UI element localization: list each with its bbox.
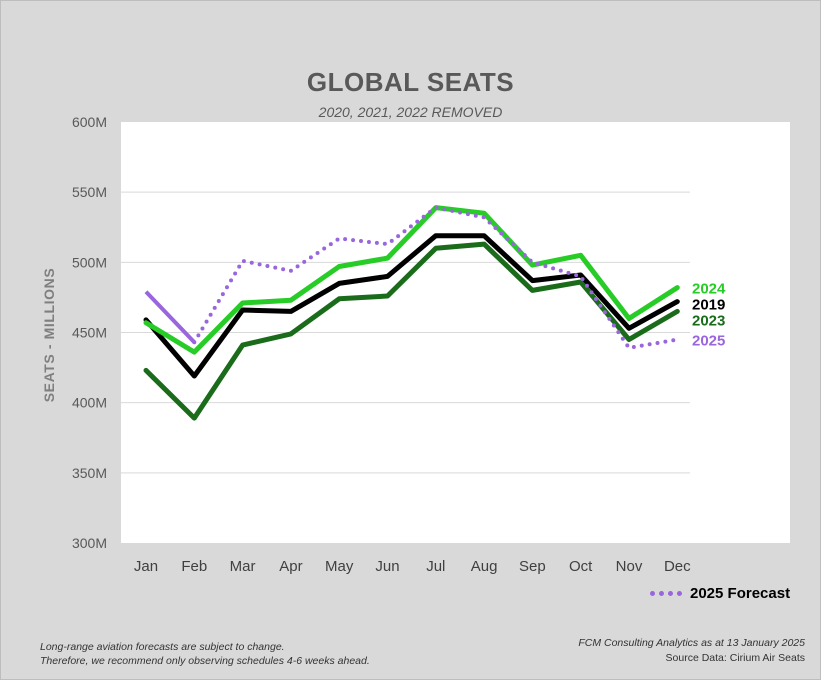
x-tick-label: Apr [279, 558, 302, 575]
source-line: Source Data: Cirium Air Seats [665, 652, 805, 664]
x-tick-label: Jun [375, 558, 399, 575]
x-tick-label: Dec [664, 558, 691, 575]
y-tick-labels: 300M 350M 400M 450M 500M 550M 600M [72, 114, 107, 551]
series-line-2024 [143, 205, 680, 355]
x-tick-label: Jul [426, 558, 445, 575]
legend-label: 2025 Forecast [690, 585, 791, 602]
legend-dotted-swatch [650, 591, 682, 596]
disclaimer-line-1: Long-range aviation forecasts are subjec… [40, 641, 285, 653]
series-label-2024: 2024 [692, 281, 726, 298]
x-tick-label: Oct [569, 558, 593, 575]
y-tick-label: 500M [72, 254, 107, 270]
series-line-2019 [143, 233, 680, 379]
series-label-2019: 2019 [692, 297, 725, 314]
chart-subtitle: 2020, 2021, 2022 REMOVED [318, 104, 503, 120]
credit-line: FCM Consulting Analytics as at 13 Januar… [578, 637, 805, 649]
x-tick-label: Jan [134, 558, 158, 575]
series-label-2023: 2023 [692, 313, 725, 330]
y-tick-label: 350M [72, 465, 107, 481]
x-tick-label: Sep [519, 558, 546, 575]
y-tick-label: 450M [72, 325, 107, 341]
x-tick-label: May [325, 558, 354, 575]
series-lines [143, 205, 680, 421]
y-tick-label: 300M [72, 535, 107, 551]
x-tick-label: Mar [230, 558, 256, 575]
series-line-2025-forecast [192, 205, 680, 350]
series-line-2023 [143, 241, 680, 421]
x-tick-label: Feb [181, 558, 207, 575]
legend: 2025 Forecast [650, 585, 790, 602]
y-tick-label: 550M [72, 184, 107, 200]
x-tick-label: Aug [471, 558, 498, 575]
x-tick-labels: Jan Feb Mar Apr May Jun Jul Aug Sep Oct Nov Dec [134, 558, 691, 575]
disclaimer-line-2: Therefore, we recommend only observing s… [40, 655, 370, 667]
source-credit: FCM Consulting Analytics as at 13 Januar… [578, 636, 805, 666]
chart-title: GLOBAL SEATS [306, 67, 515, 97]
series-label-2025: 2025 [692, 333, 725, 350]
y-tick-label: 600M [72, 114, 107, 130]
y-tick-label: 400M [72, 395, 107, 411]
disclaimer: Long-range aviation forecasts are subjec… [40, 640, 370, 668]
series-line-2025-actual [144, 290, 196, 344]
x-tick-label: Nov [616, 558, 643, 575]
